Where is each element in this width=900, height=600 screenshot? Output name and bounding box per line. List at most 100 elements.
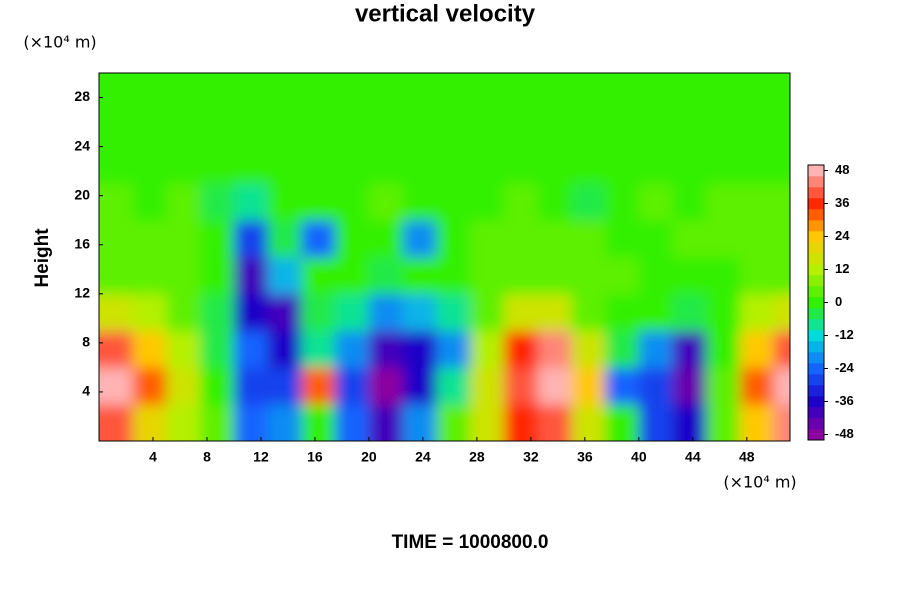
colorbar-level bbox=[808, 220, 824, 232]
colorbar-level bbox=[808, 286, 824, 298]
x-tick-label: 12 bbox=[253, 449, 269, 465]
field-cell bbox=[706, 293, 741, 332]
field-cell bbox=[605, 404, 640, 441]
colorbar-level bbox=[808, 396, 824, 408]
field-cell bbox=[605, 330, 640, 368]
colorbar-level bbox=[808, 385, 824, 397]
field-cell bbox=[436, 220, 471, 258]
field-cell bbox=[773, 330, 790, 368]
field-cell bbox=[99, 330, 134, 368]
field-cell bbox=[638, 257, 674, 295]
field-cell bbox=[99, 73, 134, 111]
field-cell bbox=[470, 404, 505, 441]
field-cell bbox=[200, 367, 235, 405]
field-cell bbox=[166, 146, 201, 184]
field-cell bbox=[706, 367, 741, 405]
field-cell bbox=[99, 293, 134, 332]
field-cell bbox=[638, 220, 674, 258]
field-cell bbox=[740, 367, 775, 405]
field-cell bbox=[672, 257, 707, 295]
field-cell bbox=[368, 109, 404, 148]
field-cell bbox=[335, 146, 370, 184]
field-cell bbox=[99, 109, 134, 148]
field-cell bbox=[402, 73, 437, 111]
field-cell bbox=[200, 146, 235, 184]
field-cell bbox=[368, 367, 404, 405]
field-cell bbox=[571, 220, 606, 258]
field-cell bbox=[672, 109, 707, 148]
x-tick-label: 36 bbox=[577, 449, 593, 465]
field-cell bbox=[301, 183, 336, 221]
field-cell bbox=[740, 330, 775, 368]
field-cell bbox=[301, 73, 336, 111]
field-cell bbox=[605, 367, 640, 405]
field-cell bbox=[301, 293, 336, 332]
x-tick-label: 8 bbox=[203, 449, 211, 465]
colorbar-tick-label: 48 bbox=[835, 162, 849, 177]
field-cell bbox=[537, 257, 572, 295]
field-cell bbox=[99, 220, 134, 258]
x-tick-label: 16 bbox=[307, 449, 323, 465]
field-cell bbox=[335, 404, 370, 441]
field-cell bbox=[706, 109, 741, 148]
x-tick-label: 4 bbox=[149, 449, 157, 465]
field-cell bbox=[503, 73, 539, 111]
field-cell bbox=[638, 109, 674, 148]
field-cell bbox=[773, 257, 790, 295]
field-cell bbox=[132, 109, 167, 148]
field-cell bbox=[99, 257, 134, 295]
field-clip bbox=[99, 73, 790, 441]
field-cell bbox=[470, 330, 505, 368]
field-cell bbox=[368, 293, 404, 332]
field-cell bbox=[773, 109, 790, 148]
field-cell bbox=[368, 183, 404, 221]
plot-frame bbox=[98, 72, 791, 442]
field-cell bbox=[773, 73, 790, 111]
field-cell bbox=[470, 109, 505, 148]
field-cell bbox=[537, 367, 572, 405]
y-tick-label: 8 bbox=[82, 334, 90, 350]
field-cell bbox=[166, 367, 201, 405]
field-cell bbox=[571, 367, 606, 405]
field-cell bbox=[436, 109, 471, 148]
field-cell bbox=[267, 73, 302, 111]
field-cell bbox=[436, 257, 471, 295]
field-cell bbox=[436, 293, 471, 332]
field-cell bbox=[605, 257, 640, 295]
field-cell bbox=[368, 404, 404, 441]
field-cell bbox=[537, 220, 572, 258]
field-cell bbox=[301, 146, 336, 184]
field-cell bbox=[537, 183, 572, 221]
field-cell bbox=[773, 183, 790, 221]
field-cell bbox=[301, 257, 336, 295]
field-cell bbox=[672, 73, 707, 111]
field-cell bbox=[470, 73, 505, 111]
field-cell bbox=[740, 293, 775, 332]
field-cell bbox=[503, 220, 539, 258]
field-cell bbox=[503, 257, 539, 295]
colorbar-level bbox=[808, 242, 824, 254]
field-cell bbox=[402, 257, 437, 295]
field-cell bbox=[605, 183, 640, 221]
y-tick-label: 16 bbox=[74, 235, 90, 251]
field-cell bbox=[301, 109, 336, 148]
field-cell bbox=[368, 330, 404, 368]
field-cell bbox=[503, 404, 539, 441]
colorbar-level bbox=[808, 330, 824, 342]
field-cell bbox=[233, 404, 269, 441]
field-cell bbox=[436, 330, 471, 368]
field-cell bbox=[672, 293, 707, 332]
field-cell bbox=[335, 257, 370, 295]
field-cell bbox=[436, 404, 471, 441]
colorbar-tick-label: -12 bbox=[835, 327, 854, 342]
field-cell bbox=[740, 73, 775, 111]
field-cell bbox=[773, 220, 790, 258]
chart-title: vertical velocity bbox=[355, 0, 536, 27]
colorbar-level bbox=[808, 209, 824, 221]
field-cell bbox=[503, 293, 539, 332]
field-cell bbox=[166, 183, 201, 221]
field-cell bbox=[470, 257, 505, 295]
field-cell bbox=[571, 109, 606, 148]
field-cell bbox=[200, 293, 235, 332]
field-cell bbox=[436, 183, 471, 221]
